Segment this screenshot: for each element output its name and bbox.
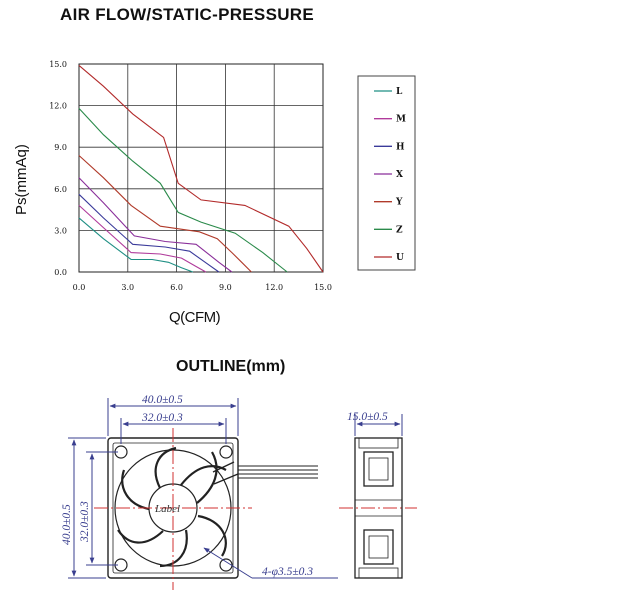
x-tick-label: 12.0	[265, 283, 283, 292]
series-line-z	[78, 108, 288, 273]
holes-leader	[203, 547, 338, 579]
series-line-l	[78, 217, 194, 273]
legend-box	[357, 75, 416, 271]
legend-label-y: Y	[395, 198, 403, 208]
legend-label-z: Z	[396, 225, 403, 235]
chart-ticks: 0.0 3.0 6.0 9.0 12.0 15.0 0.0 3.0 6.0 9.0 12.0 15.0	[49, 60, 332, 292]
center-lines	[94, 428, 417, 590]
dim-holes: 4-φ3.5±0.3	[262, 566, 313, 578]
chart-series	[78, 64, 324, 273]
plot-frame	[78, 63, 324, 273]
outline-title: OUTLINE(mm)	[176, 358, 286, 375]
chart-title: AIR FLOW/STATIC-PRESSURE	[60, 5, 315, 24]
fan-wires	[238, 465, 318, 479]
series-line-m	[78, 204, 207, 273]
dim-depth: 15.0±0.5	[347, 411, 388, 423]
legend-label-u: U	[396, 253, 404, 263]
dim-width-outer: 40.0±0.5	[142, 394, 183, 406]
legend-label-m: M	[396, 115, 406, 125]
mount-hole-icons	[114, 445, 233, 572]
dim-width-inner: 32.0±0.3	[141, 412, 183, 424]
y-tick-label: 12.0	[49, 102, 67, 111]
y-tick-label: 3.0	[54, 226, 67, 235]
chart-legend: L M H X Y Z U	[357, 75, 416, 271]
x-tick-label: 15.0	[314, 283, 332, 292]
hub-label: Label	[154, 503, 180, 515]
x-tick-label: 3.0	[121, 283, 134, 292]
y-tick-label: 0.0	[54, 268, 67, 277]
x-tick-label: 0.0	[73, 283, 86, 292]
dim-height-outer: 40.0±0.5	[61, 504, 73, 545]
series-line-y	[78, 155, 252, 273]
y-tick-label: 6.0	[54, 185, 67, 194]
series-line-u	[78, 64, 324, 273]
series-line-x	[78, 177, 233, 273]
x-axis-label: Q(CFM)	[169, 309, 221, 326]
chart-grid	[78, 63, 324, 273]
fan-side-view	[354, 437, 403, 579]
series-line-h	[78, 193, 220, 273]
dimension-depth	[354, 414, 403, 436]
y-tick-label: 15.0	[49, 60, 67, 69]
dimension-height	[68, 437, 118, 579]
dim-height-inner: 32.0±0.3	[79, 501, 91, 543]
legend-label-l: L	[396, 87, 403, 97]
dimension-width	[107, 398, 239, 444]
x-tick-label: 6.0	[170, 283, 183, 292]
y-tick-label: 9.0	[54, 143, 67, 152]
x-tick-label: 9.0	[219, 283, 232, 292]
legend-label-h: H	[396, 142, 405, 152]
legend-label-x: X	[396, 170, 403, 180]
